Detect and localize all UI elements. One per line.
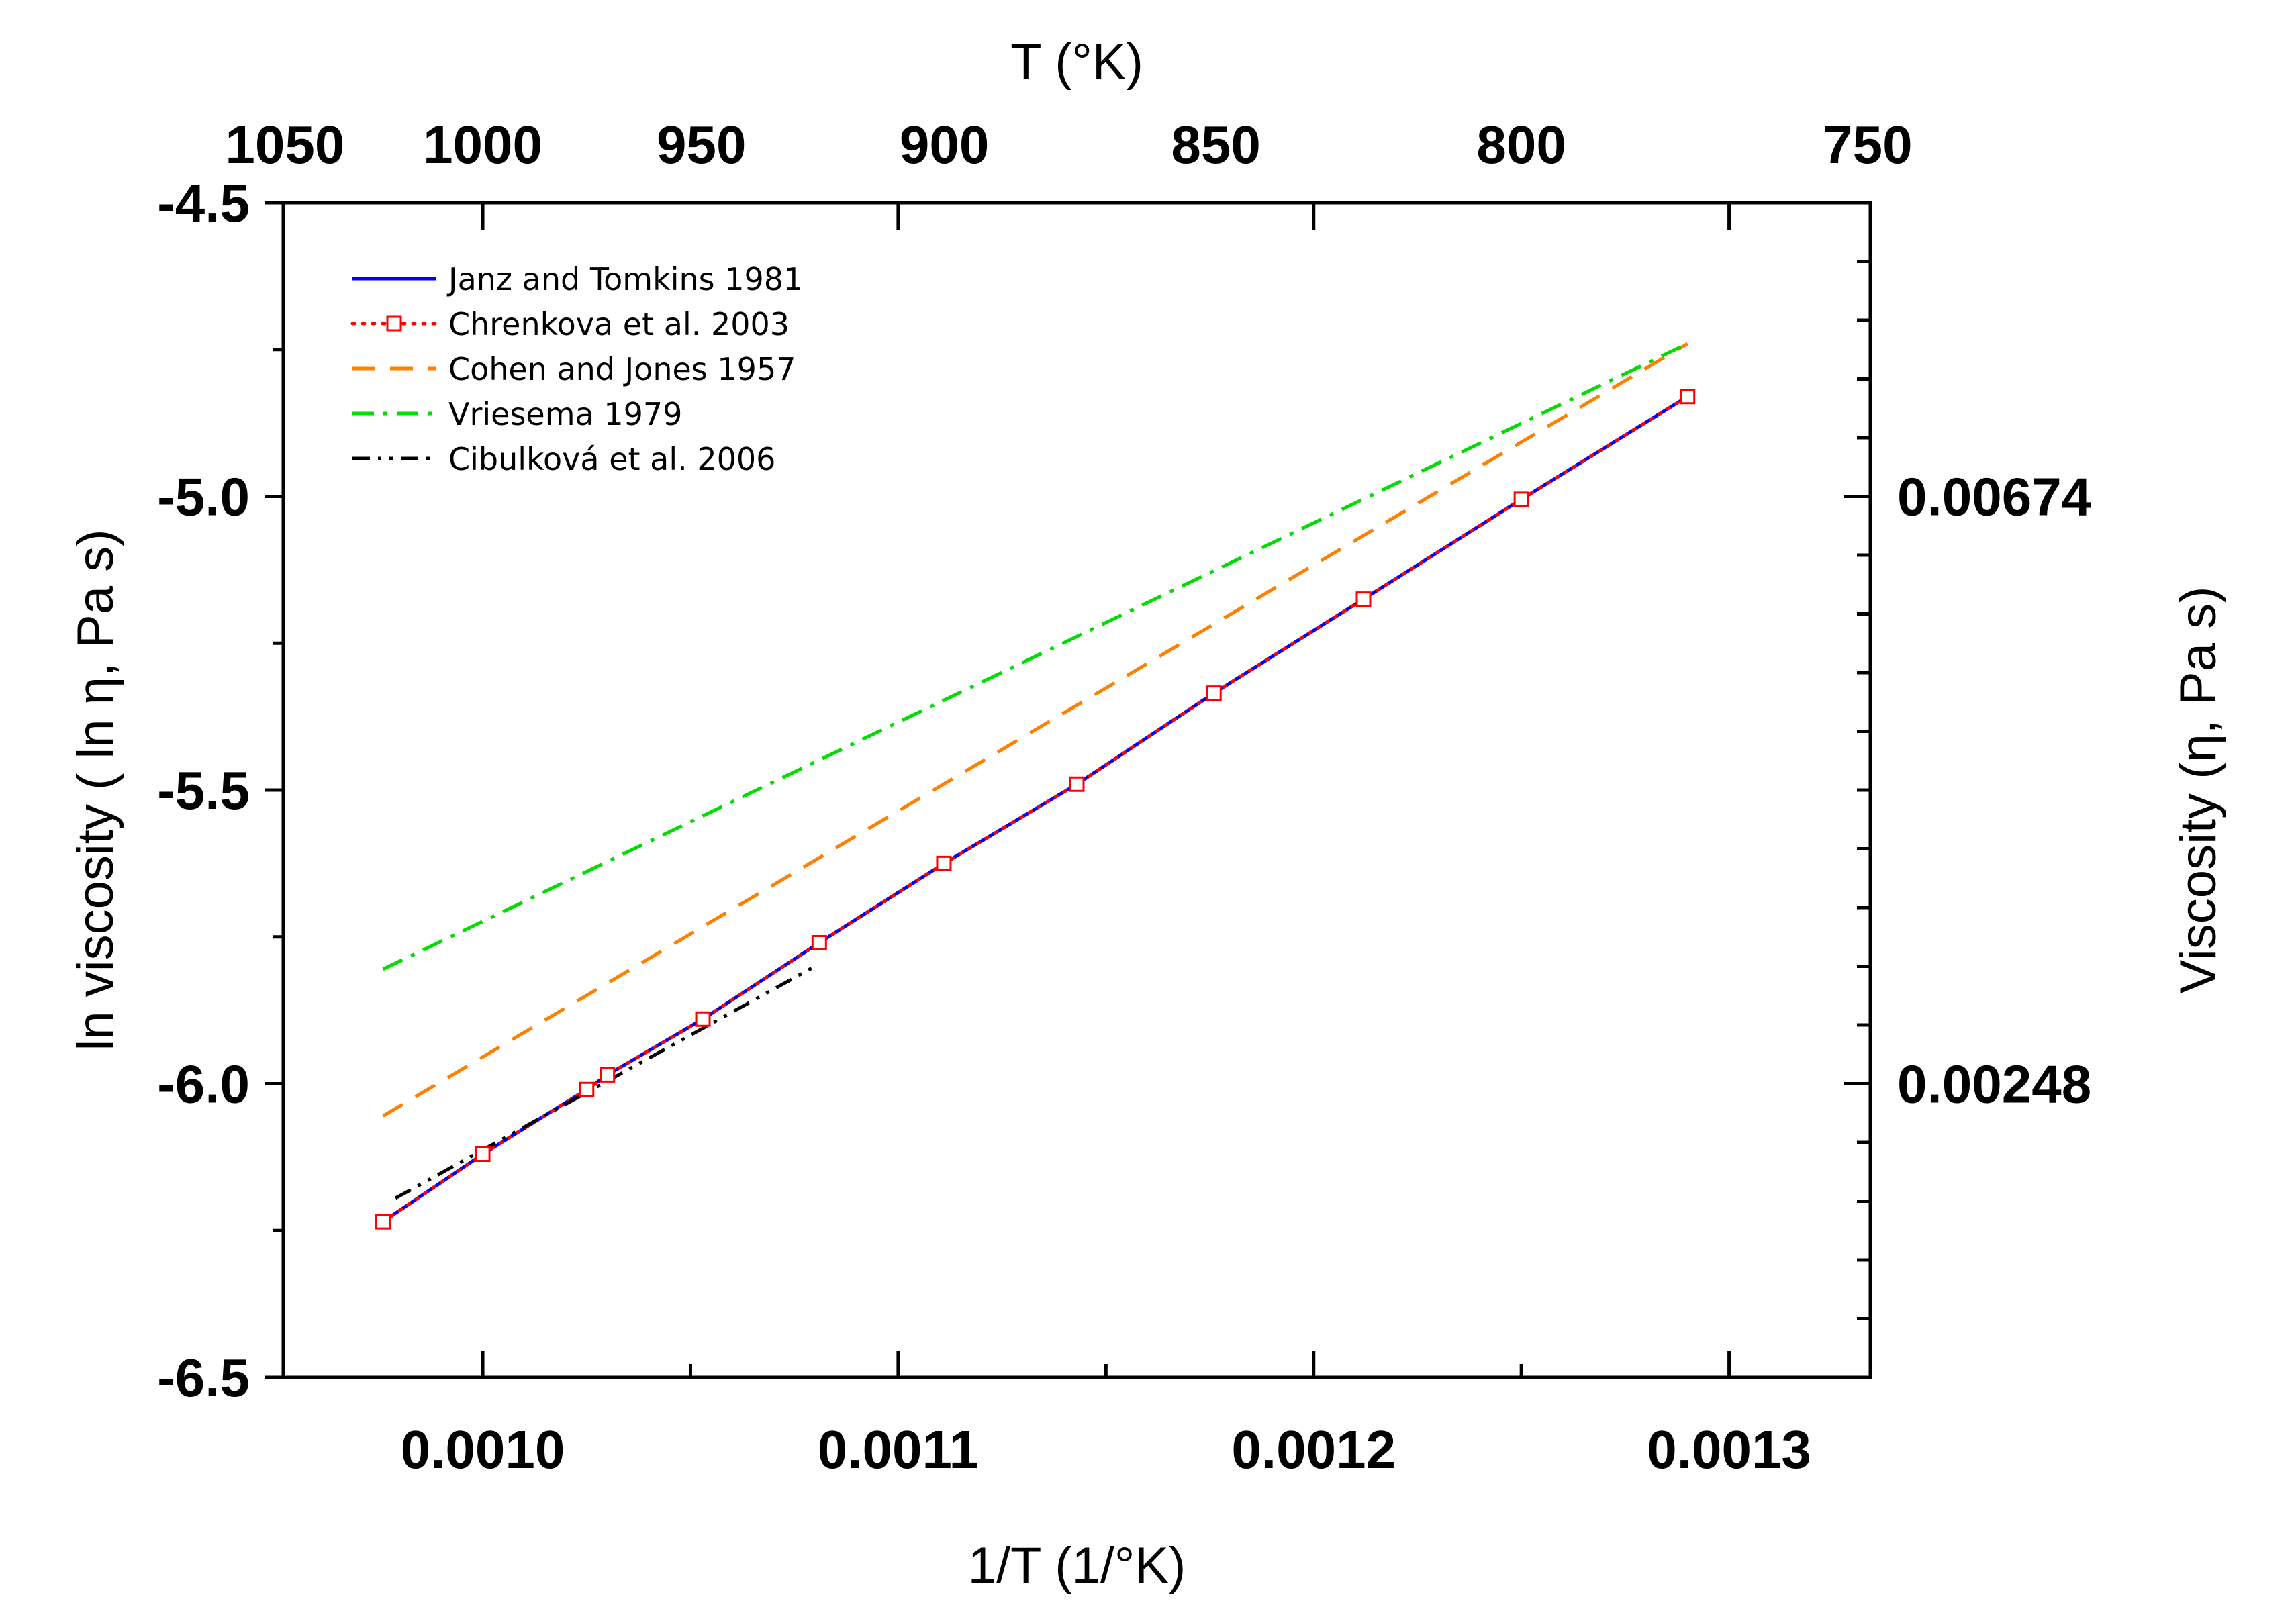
- top-tick-label: 900: [900, 115, 989, 175]
- x-tick-label: 0.0011: [818, 1420, 979, 1479]
- right-tick-label: 0.00674: [1897, 467, 2092, 527]
- y-tick-label: -6.5: [157, 1348, 250, 1408]
- series-marker-2: [936, 855, 952, 871]
- series-marker-2: [375, 1214, 391, 1230]
- legend-label-5: Cibulková et al. 2006: [448, 441, 775, 477]
- series-marker-2: [1355, 591, 1372, 607]
- legend-samples: [350, 277, 438, 460]
- series-layer: [381, 342, 1690, 1224]
- x-axis-title: 1/T (1/°K): [968, 1537, 1186, 1594]
- y-tick-label: -5.0: [157, 467, 250, 527]
- legend: Janz and Tomkins 1981 Chrenkova et al. 2…: [350, 261, 803, 477]
- right-tick-label: 0.00248: [1897, 1055, 2091, 1114]
- legend-label-4: Vriesema 1979: [448, 396, 682, 432]
- legend-label-1: Janz and Tomkins 1981: [446, 261, 803, 297]
- top-tick-label: 1000: [423, 115, 542, 175]
- y-tick-label: -5.5: [157, 761, 250, 820]
- series-marker-2: [600, 1067, 616, 1083]
- axes-layer: 0.0010 0.0011 0.0012 0.0013 -4.5 -5.0 -5.5 -6.0…: [157, 115, 2092, 1479]
- series-line-5: [394, 965, 816, 1200]
- top-tick-label: 750: [1823, 115, 1912, 175]
- top-tick-label: 850: [1171, 115, 1260, 175]
- legend-label-2: Chrenkova et al. 2003: [448, 306, 790, 342]
- right-axis-title: Viscosity (η, Pa s): [2170, 587, 2227, 994]
- y-tick-label: -4.5: [157, 173, 250, 233]
- series-marker-2: [811, 935, 827, 950]
- series-marker-2: [695, 1011, 711, 1027]
- marker-layer: [375, 389, 1696, 1230]
- series-marker-2: [1206, 685, 1222, 701]
- series-marker-2: [1513, 491, 1529, 507]
- top-tick-label: 950: [657, 115, 746, 175]
- series-marker-2: [475, 1146, 491, 1162]
- legend-marker-2: [386, 315, 402, 332]
- x-tick-label: 0.0010: [401, 1420, 565, 1479]
- series-marker-2: [1069, 776, 1085, 792]
- top-tick-label: 1050: [225, 115, 344, 175]
- series-line-4: [382, 342, 1688, 971]
- series-marker-2: [579, 1081, 595, 1097]
- top-tick-label: 800: [1476, 115, 1566, 175]
- y-axis-title: ln viscosity ( ln η, Pa s): [67, 529, 124, 1050]
- top-axis-title: T (°K): [1010, 34, 1143, 91]
- series-marker-2: [1680, 389, 1696, 405]
- x-tick-label: 0.0013: [1647, 1420, 1811, 1479]
- y-tick-label: -6.0: [157, 1055, 250, 1114]
- series-line-3: [382, 342, 1688, 1118]
- x-tick-label: 0.0012: [1231, 1420, 1396, 1479]
- legend-label-3: Cohen and Jones 1957: [448, 351, 796, 387]
